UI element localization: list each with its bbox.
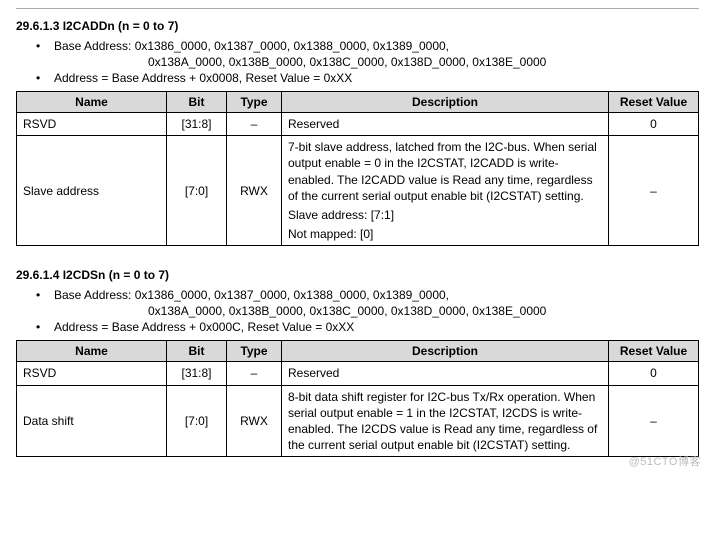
cell-bit: [31:8] [167, 362, 227, 385]
desc-para: 8-bit data shift register for I2C-bus Tx… [288, 389, 602, 454]
desc-para: Reserved [288, 365, 602, 381]
base-addr-line1: Base Address: 0x1386_0000, 0x1387_0000, … [36, 39, 699, 53]
bullet-block-1: Base Address: 0x1386_0000, 0x1387_0000, … [36, 39, 699, 85]
cell-name: RSVD [17, 113, 167, 136]
cell-desc: 8-bit data shift register for I2C-bus Tx… [282, 385, 609, 457]
th-type: Type [227, 341, 282, 362]
base-addr-line1: Base Address: 0x1386_0000, 0x1387_0000, … [36, 288, 699, 302]
cell-desc: Reserved [282, 113, 609, 136]
doc-top-rule [16, 8, 699, 9]
watermark-text: @51CTO博客 [629, 453, 701, 469]
cell-reset: 0 [609, 113, 699, 136]
register-table-i2caddn: Name Bit Type Description Reset Value RS… [16, 91, 699, 246]
table-row: Slave address [7:0] RWX 7-bit slave addr… [17, 136, 699, 246]
addr-offset-line: Address = Base Address + 0x0008, Reset V… [36, 71, 699, 85]
table-row: Data shift [7:0] RWX 8-bit data shift re… [17, 385, 699, 457]
cell-reset: 0 [609, 362, 699, 385]
table-row: RSVD [31:8] – Reserved 0 [17, 362, 699, 385]
register-table-i2cdsn: Name Bit Type Description Reset Value RS… [16, 340, 699, 457]
bullet-block-2: Base Address: 0x1386_0000, 0x1387_0000, … [36, 288, 699, 334]
desc-para: Slave address: [7:1] [288, 207, 602, 223]
cell-type: RWX [227, 136, 282, 246]
th-type: Type [227, 92, 282, 113]
desc-para: Reserved [288, 116, 602, 132]
cell-bit: [31:8] [167, 113, 227, 136]
addr-offset-line: Address = Base Address + 0x000C, Reset V… [36, 320, 699, 334]
th-bit: Bit [167, 92, 227, 113]
desc-para: Not mapped: [0] [288, 226, 602, 242]
th-desc: Description [282, 341, 609, 362]
th-name: Name [17, 92, 167, 113]
base-addr-line1b: 0x138A_0000, 0x138B_0000, 0x138C_0000, 0… [36, 55, 699, 69]
table-header-row: Name Bit Type Description Reset Value [17, 92, 699, 113]
cell-type: – [227, 113, 282, 136]
th-reset: Reset Value [609, 92, 699, 113]
table-row: RSVD [31:8] – Reserved 0 [17, 113, 699, 136]
th-desc: Description [282, 92, 609, 113]
cell-bit: [7:0] [167, 136, 227, 246]
table-header-row: Name Bit Type Description Reset Value [17, 341, 699, 362]
section-title-i2caddn: 29.6.1.3 I2CADDn (n = 0 to 7) [16, 19, 699, 33]
cell-name: Slave address [17, 136, 167, 246]
cell-type: – [227, 362, 282, 385]
cell-reset: – [609, 136, 699, 246]
cell-reset: – [609, 385, 699, 457]
cell-desc: Reserved [282, 362, 609, 385]
th-bit: Bit [167, 341, 227, 362]
cell-type: RWX [227, 385, 282, 457]
th-reset: Reset Value [609, 341, 699, 362]
cell-name: Data shift [17, 385, 167, 457]
base-addr-line1b: 0x138A_0000, 0x138B_0000, 0x138C_0000, 0… [36, 304, 699, 318]
cell-name: RSVD [17, 362, 167, 385]
desc-para: 7-bit slave address, latched from the I2… [288, 139, 602, 204]
cell-desc: 7-bit slave address, latched from the I2… [282, 136, 609, 246]
th-name: Name [17, 341, 167, 362]
cell-bit: [7:0] [167, 385, 227, 457]
section-title-i2cdsn: 29.6.1.4 I2CDSn (n = 0 to 7) [16, 268, 699, 282]
